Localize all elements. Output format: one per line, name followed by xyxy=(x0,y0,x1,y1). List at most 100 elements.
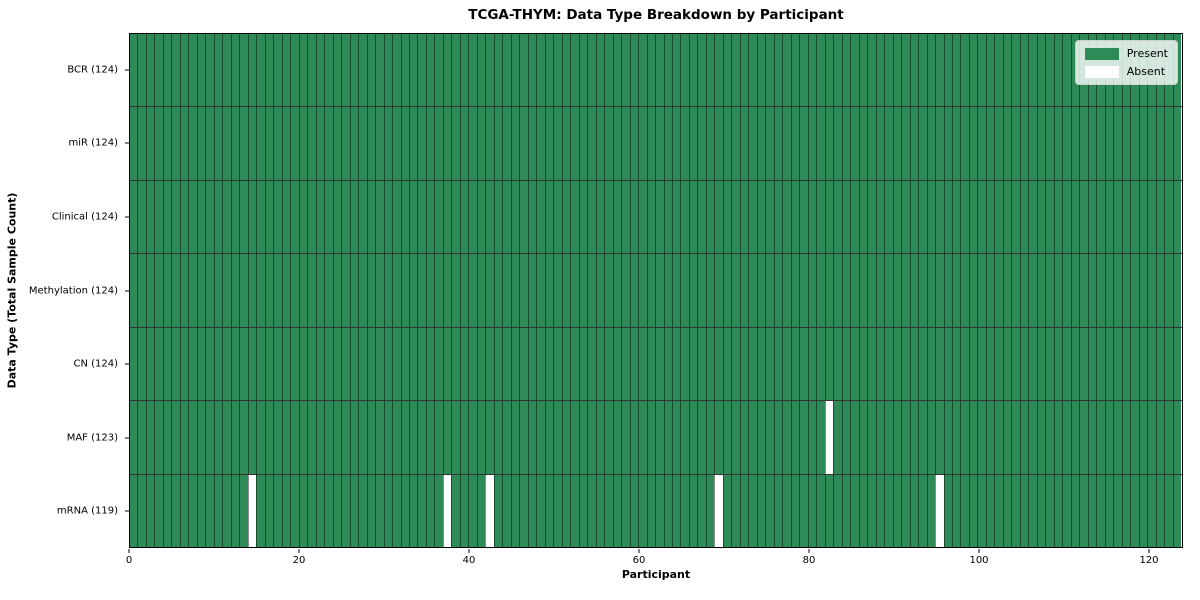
heatmap-cell xyxy=(553,254,562,327)
heatmap-cell xyxy=(561,34,571,107)
heatmap-cell xyxy=(332,401,342,474)
heatmap-cell xyxy=(1147,107,1156,180)
heatmap-cell xyxy=(341,34,350,107)
heatmap-cell xyxy=(459,401,469,474)
heatmap-cell xyxy=(918,401,927,474)
heatmap-cell xyxy=(154,327,163,401)
heatmap-cell xyxy=(1155,107,1165,180)
heatmap-cell xyxy=(536,180,545,254)
heatmap-cell xyxy=(510,327,520,401)
heatmap-cell xyxy=(1019,474,1029,547)
heatmap-cell xyxy=(442,474,452,547)
heatmap-cell xyxy=(222,401,231,474)
heatmap-cell xyxy=(672,180,681,254)
heatmap-cell xyxy=(264,327,274,401)
heatmap-cell xyxy=(1002,327,1012,401)
heatmap-cell xyxy=(400,34,409,107)
heatmap-cell xyxy=(527,180,537,254)
heatmap-cell xyxy=(281,34,291,107)
heatmap-cell xyxy=(162,401,172,474)
plot-area: Present Absent xyxy=(129,33,1183,548)
heatmap-cell xyxy=(468,327,477,401)
heatmap-cell xyxy=(222,180,231,254)
heatmap-cell xyxy=(1045,401,1054,474)
heatmap-cell xyxy=(1062,107,1071,180)
heatmap-cell xyxy=(697,180,706,254)
heatmap-cell xyxy=(536,254,545,327)
heatmap-cell xyxy=(578,107,588,180)
heatmap-cell xyxy=(782,401,791,474)
heatmap-cell xyxy=(383,180,393,254)
heatmap-cell xyxy=(858,107,868,180)
heatmap-cell xyxy=(485,107,494,180)
heatmap-cell xyxy=(688,34,698,107)
heatmap-cell xyxy=(790,327,800,401)
heatmap-cell xyxy=(918,327,927,401)
heatmap-cell xyxy=(587,254,596,327)
heatmap-cell xyxy=(646,34,656,107)
heatmap-cell xyxy=(739,180,749,254)
heatmap-cell xyxy=(833,34,842,107)
heatmap-cell xyxy=(858,34,868,107)
heatmap-cell xyxy=(162,107,172,180)
heatmap-cell xyxy=(324,180,333,254)
heatmap-cell xyxy=(290,107,299,180)
heatmap-cell xyxy=(392,107,401,180)
heatmap-cell xyxy=(1002,34,1012,107)
heatmap-cell xyxy=(1147,254,1156,327)
heatmap-cell xyxy=(341,327,350,401)
heatmap-cell xyxy=(790,34,800,107)
heatmap-cell xyxy=(188,474,197,547)
heatmap-cell xyxy=(205,180,214,254)
heatmap-cell xyxy=(833,180,842,254)
heatmap-cell xyxy=(935,254,944,327)
heatmap-cell xyxy=(604,474,613,547)
heatmap-cell xyxy=(646,474,656,547)
heatmap-cell xyxy=(841,34,851,107)
heatmap-cell xyxy=(162,180,172,254)
heatmap-cell xyxy=(366,327,376,401)
heatmap-cell xyxy=(425,474,435,547)
heatmap-cell xyxy=(1087,254,1097,327)
heatmap-cell xyxy=(943,254,952,327)
heatmap-cell xyxy=(1096,254,1105,327)
heatmap-cell xyxy=(926,254,936,327)
heatmap-cell xyxy=(638,401,647,474)
heatmap-cell xyxy=(179,34,189,107)
heatmap-cell xyxy=(1147,401,1156,474)
heatmap-cell xyxy=(451,34,460,107)
heatmap-cell xyxy=(324,254,333,327)
heatmap-cell xyxy=(476,34,486,107)
heatmap-cell xyxy=(951,180,961,254)
heatmap-cell xyxy=(943,34,952,107)
heatmap-row-mir xyxy=(130,106,1182,180)
heatmap-cell xyxy=(1062,327,1071,401)
heatmap-cell xyxy=(493,180,503,254)
heatmap-cell xyxy=(697,327,706,401)
heatmap-cell xyxy=(459,474,469,547)
heatmap-cell xyxy=(850,327,859,401)
heatmap-cell xyxy=(544,474,554,547)
heatmap-cell xyxy=(392,327,401,401)
heatmap-cell xyxy=(655,327,664,401)
heatmap-cell xyxy=(493,474,503,547)
heatmap-cell xyxy=(375,34,384,107)
heatmap-cell xyxy=(417,474,426,547)
heatmap-cell xyxy=(909,401,919,474)
heatmap-cell xyxy=(281,327,291,401)
heatmap-cell xyxy=(324,327,333,401)
heatmap-cell xyxy=(824,254,834,327)
heatmap-cell xyxy=(714,474,723,547)
heatmap-cell xyxy=(536,34,545,107)
heatmap-cell xyxy=(315,107,325,180)
heatmap-cell xyxy=(392,474,401,547)
heatmap-cell xyxy=(739,474,749,547)
heatmap-cell xyxy=(841,474,851,547)
heatmap-cell xyxy=(1121,401,1131,474)
heatmap-cell xyxy=(154,34,163,107)
heatmap-cell xyxy=(841,107,851,180)
heatmap-cell xyxy=(188,327,197,401)
heatmap-cell xyxy=(485,327,494,401)
heatmap-cell xyxy=(468,401,477,474)
heatmap-cell xyxy=(901,34,910,107)
